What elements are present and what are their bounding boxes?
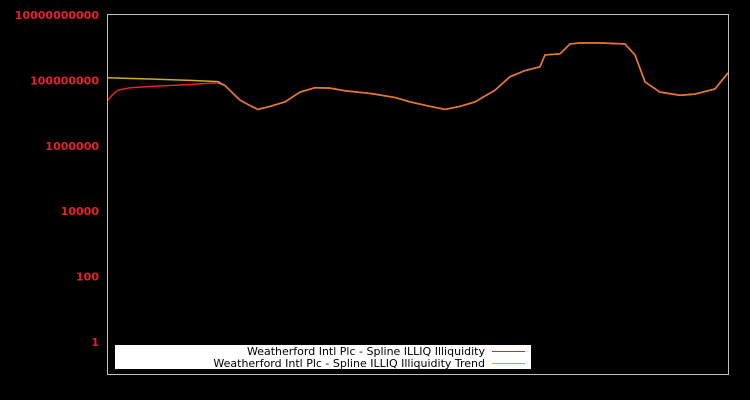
legend-box	[115, 345, 531, 369]
overlap-line	[217, 42, 729, 111]
y-tick-label: 10000000000	[15, 9, 100, 22]
legend: Weatherford Intl Plc - Spline ILLIQ Illi…	[115, 345, 531, 370]
legend-label-spline: Weatherford Intl Plc - Spline ILLIQ Illi…	[247, 345, 485, 358]
y-tick-label: 10000	[61, 205, 100, 218]
y-axis-ticks: 10000000000 100000000 1000000 10000 100 1	[15, 9, 100, 349]
plot-lines	[107, 42, 729, 111]
y-tick-label: 100	[76, 271, 99, 284]
plot-frame	[107, 14, 729, 375]
y-tick-label: 1	[91, 336, 99, 349]
legend-label-trend: Weatherford Intl Plc - Spline ILLIQ Illi…	[213, 357, 485, 370]
y-tick-label: 100000000	[30, 74, 99, 87]
y-tick-label: 1000000	[45, 140, 99, 153]
